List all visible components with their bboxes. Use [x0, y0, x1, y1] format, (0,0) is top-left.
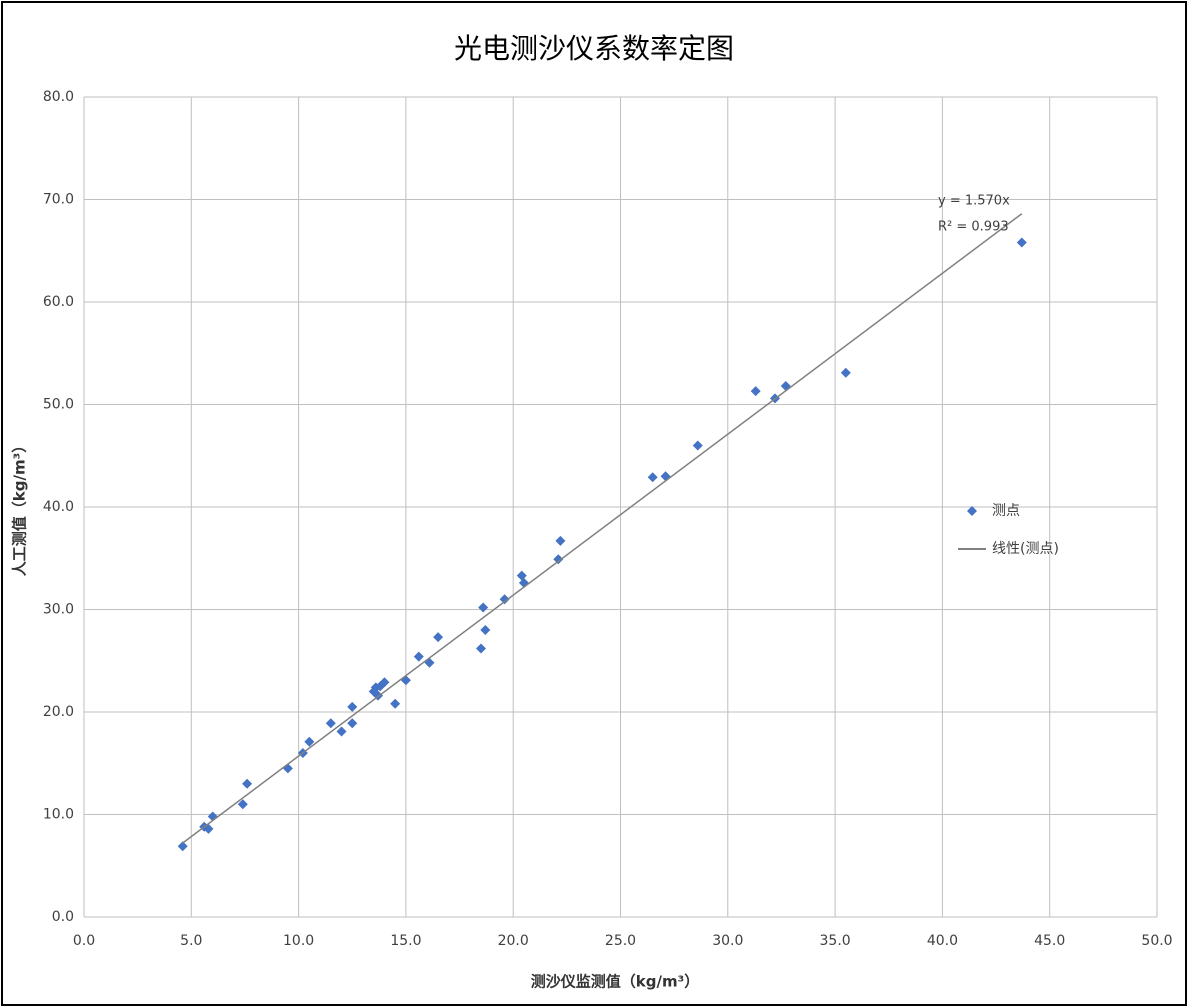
x-tick-label: 45.0 — [1034, 933, 1065, 949]
data-point — [1016, 237, 1027, 248]
x-tick-label: 10.0 — [283, 933, 314, 949]
data-point — [647, 472, 658, 483]
x-tick-label: 0.0 — [73, 933, 95, 949]
data-point — [242, 778, 253, 789]
y-tick-label: 10.0 — [43, 807, 74, 823]
x-tick-label: 30.0 — [712, 933, 743, 949]
x-tick-label: 5.0 — [180, 933, 202, 949]
data-point — [692, 440, 703, 451]
trendline-equation: y = 1.570x — [938, 194, 1010, 209]
x-tick-label: 15.0 — [390, 933, 421, 949]
data-point — [480, 625, 491, 635]
data-point — [499, 594, 510, 605]
y-tick-label: 80.0 — [43, 89, 74, 105]
chart-title: 光电测沙仪系数率定图 — [454, 32, 734, 65]
y-tick-label: 60.0 — [43, 294, 74, 310]
data-point — [347, 701, 358, 712]
trendline-r2: R² = 0.993 — [938, 220, 1009, 235]
data-point — [553, 554, 564, 565]
data-point — [516, 570, 527, 581]
data-point — [390, 698, 401, 709]
data-point — [325, 718, 336, 729]
legend-label: 线性(测点) — [992, 541, 1059, 557]
data-point — [347, 718, 358, 729]
data-point — [478, 602, 489, 613]
y-tick-label: 30.0 — [43, 602, 74, 618]
data-point — [177, 841, 188, 852]
x-tick-label: 35.0 — [820, 933, 851, 949]
data-point — [476, 643, 487, 654]
y-axis-label: 人工测值（kg/m³） — [11, 438, 29, 576]
data-point — [555, 535, 566, 546]
x-axis-label: 测沙仪监测值（kg/m³） — [531, 973, 699, 991]
data-point — [237, 799, 248, 810]
trendline — [182, 213, 1023, 844]
data-point — [379, 677, 390, 688]
x-tick-label: 20.0 — [498, 933, 529, 949]
data-point — [840, 367, 851, 378]
data-point — [336, 726, 347, 737]
x-tick-label: 50.0 — [1141, 933, 1172, 949]
x-tick-label: 40.0 — [927, 933, 958, 949]
data-point — [750, 386, 761, 397]
legend-marker — [967, 506, 977, 516]
y-tick-label: 70.0 — [43, 192, 74, 208]
y-tick-label: 40.0 — [43, 499, 74, 515]
data-point — [304, 736, 315, 747]
y-tick-label: 50.0 — [43, 397, 74, 413]
y-tick-label: 20.0 — [43, 704, 74, 720]
y-tick-label: 0.0 — [52, 909, 74, 925]
legend-label: 测点 — [992, 503, 1020, 519]
data-point — [433, 632, 444, 643]
data-point — [413, 651, 424, 662]
x-tick-label: 25.0 — [605, 933, 636, 949]
